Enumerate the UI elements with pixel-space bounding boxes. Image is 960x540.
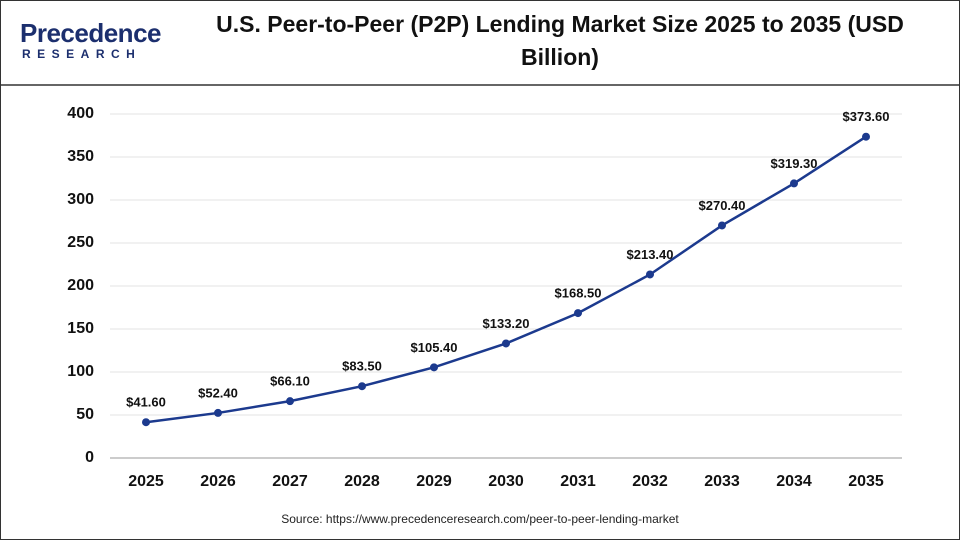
value-label: $52.40 <box>198 385 238 400</box>
x-tick-label: 2030 <box>488 473 524 490</box>
x-tick-label: 2033 <box>704 473 740 490</box>
x-tick-label: 2035 <box>848 473 884 490</box>
value-label: $133.20 <box>483 316 530 331</box>
x-tick-label: 2034 <box>776 473 812 490</box>
value-label: $319.30 <box>771 156 818 171</box>
y-tick-label: 150 <box>67 320 94 337</box>
point <box>430 363 438 372</box>
series-line <box>145 135 867 424</box>
logo-tagline: RESEARCH <box>22 47 142 61</box>
point <box>214 408 222 417</box>
x-tick-label: 2025 <box>128 473 164 490</box>
point <box>502 339 510 348</box>
point <box>286 397 294 406</box>
y-tick-label: 200 <box>67 277 94 294</box>
value-label: $41.60 <box>126 395 166 410</box>
point <box>574 309 582 318</box>
value-label: $373.60 <box>843 109 890 124</box>
value-label: $105.40 <box>411 340 458 355</box>
y-tick-label: 250 <box>67 234 94 251</box>
y-tick-label: 350 <box>67 148 94 165</box>
chart-title: U.S. Peer-to-Peer (P2P) Lending Market S… <box>216 11 904 70</box>
x-tick-label: 2029 <box>416 473 452 490</box>
source-note: Source: https://www.precedenceresearch.c… <box>281 512 679 526</box>
y-tick-label: 0 <box>85 449 94 466</box>
value-label: $270.40 <box>699 198 746 213</box>
y-tick-label: 300 <box>67 191 94 208</box>
y-tick-label: 100 <box>67 363 94 380</box>
x-tick-label: 2027 <box>272 473 308 490</box>
point <box>718 221 726 230</box>
point <box>358 382 366 391</box>
value-label: $83.50 <box>342 359 382 374</box>
x-tick-label: 2031 <box>560 473 596 490</box>
x-tick-label: 2026 <box>200 473 236 490</box>
y-tick-label: 50 <box>76 406 94 423</box>
value-label: $66.10 <box>270 374 310 389</box>
point <box>142 418 150 427</box>
value-label: $168.50 <box>555 286 602 301</box>
point <box>790 179 798 188</box>
y-tick-label: 400 <box>67 105 94 122</box>
x-tick-label: 2028 <box>344 473 380 490</box>
value-label: $213.40 <box>627 247 674 262</box>
logo-name: Precedence <box>20 18 161 48</box>
point <box>862 132 870 141</box>
x-tick-label: 2032 <box>632 473 668 490</box>
point <box>646 270 654 279</box>
